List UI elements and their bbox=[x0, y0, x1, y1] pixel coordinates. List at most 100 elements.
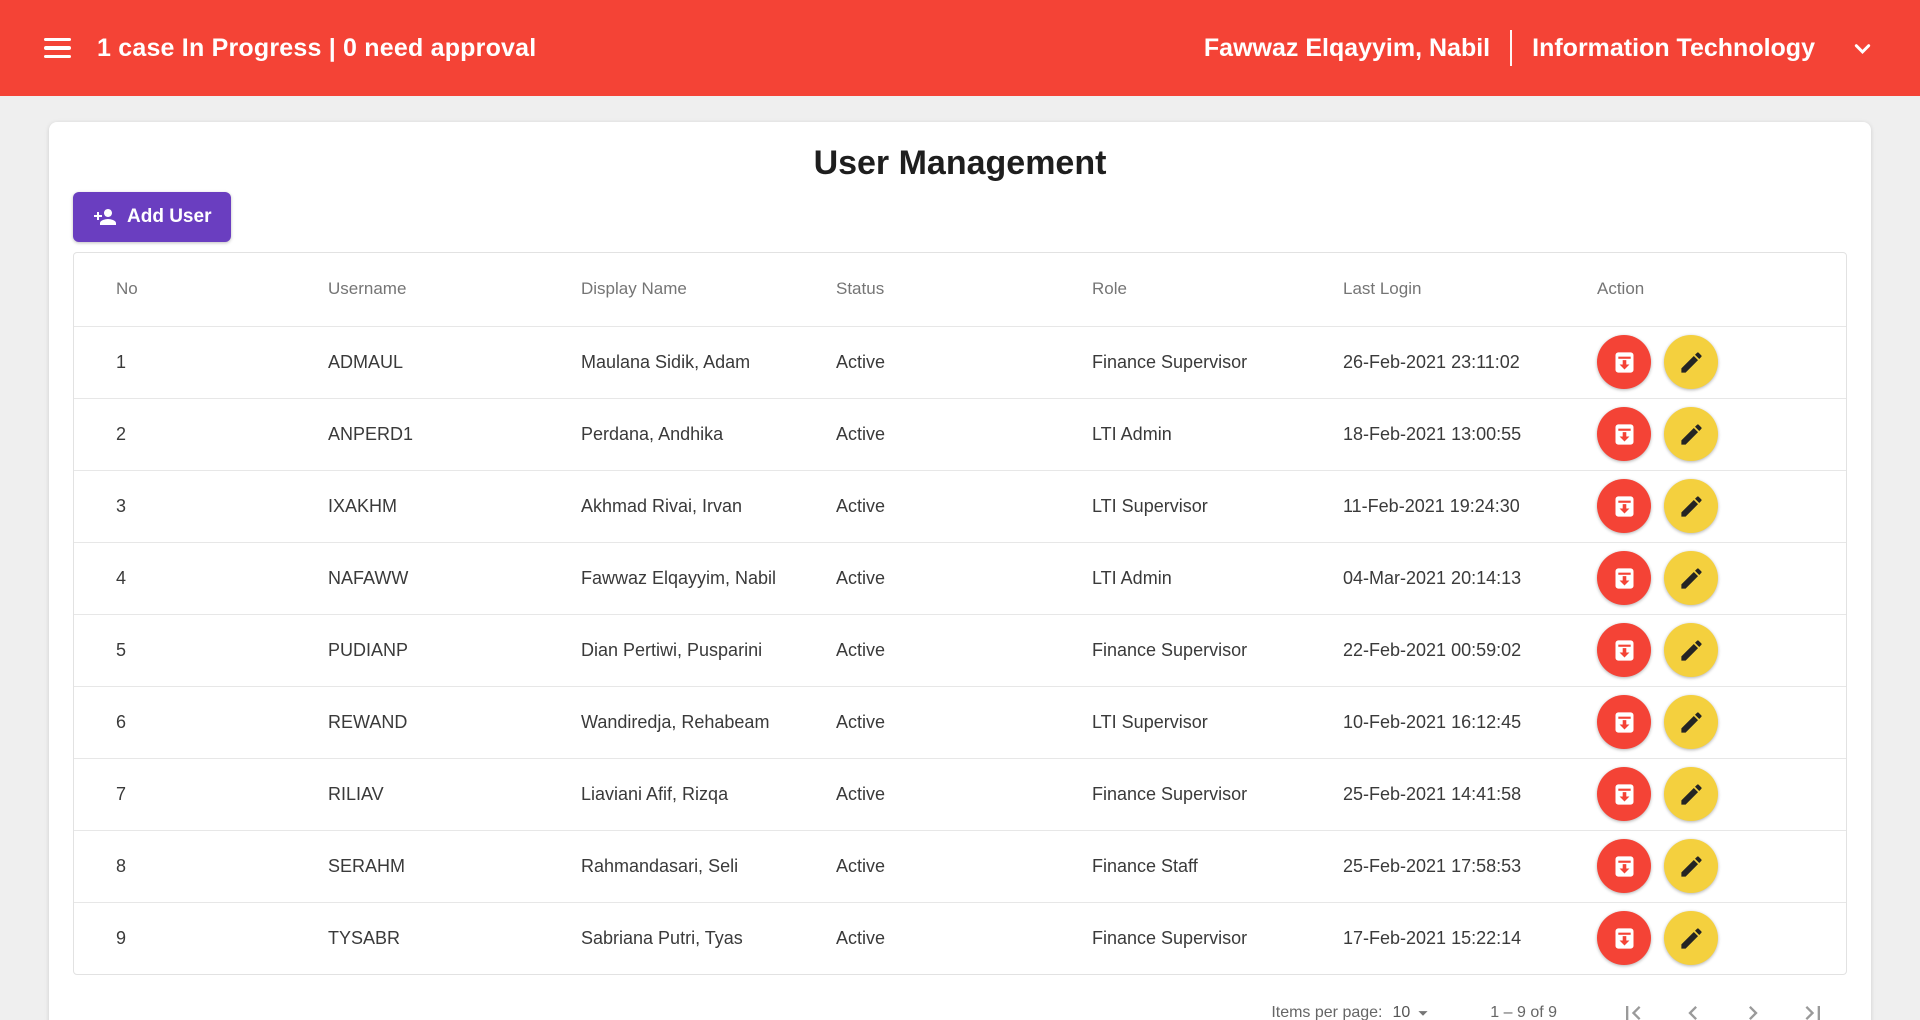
cell-username: ADMAUL bbox=[328, 325, 581, 398]
chevron-left-icon[interactable] bbox=[1679, 999, 1707, 1020]
table-row: 2 ANPERD1 Perdana, Andhika Active LTI Ad… bbox=[74, 397, 1846, 470]
pencil-icon bbox=[1678, 781, 1705, 808]
cell-display-name: Akhmad Rivai, Irvan bbox=[581, 469, 836, 542]
cell-no: 7 bbox=[74, 757, 328, 830]
edit-user-button[interactable] bbox=[1664, 407, 1718, 461]
cell-role: Finance Supervisor bbox=[1092, 325, 1343, 398]
cell-display-name: Liaviani Afif, Rizqa bbox=[581, 757, 836, 830]
cell-role: Finance Supervisor bbox=[1092, 613, 1343, 686]
user-table: No Username Display Name Status Role Las… bbox=[73, 252, 1847, 975]
table-row: 6 REWAND Wandiredja, Rehabeam Active LTI… bbox=[74, 685, 1846, 758]
archive-icon bbox=[1611, 709, 1638, 736]
cell-status: Active bbox=[836, 829, 1092, 902]
top-bar: 1 case In Progress | 0 need approval Faw… bbox=[0, 0, 1920, 96]
archive-user-button[interactable] bbox=[1597, 695, 1651, 749]
cell-username: PUDIANP bbox=[328, 613, 581, 686]
cell-role: Finance Supervisor bbox=[1092, 901, 1343, 974]
cell-last-login: 04-Mar-2021 20:14:13 bbox=[1343, 541, 1597, 614]
edit-user-button[interactable] bbox=[1664, 551, 1718, 605]
cell-display-name: Rahmandasari, Seli bbox=[581, 829, 836, 902]
menu-icon[interactable] bbox=[44, 37, 71, 59]
edit-user-button[interactable] bbox=[1664, 623, 1718, 677]
user-management-card: User Management Add User No Username Dis… bbox=[49, 122, 1871, 1020]
user-department: Information Technology bbox=[1532, 33, 1815, 62]
table-row: 9 TYSABR Sabriana Putri, Tyas Active Fin… bbox=[74, 901, 1846, 974]
cell-actions bbox=[1597, 397, 1846, 470]
archive-user-button[interactable] bbox=[1597, 839, 1651, 893]
person-add-icon bbox=[93, 205, 117, 229]
cell-display-name: Perdana, Andhika bbox=[581, 397, 836, 470]
archive-icon bbox=[1611, 637, 1638, 664]
column-header-username: Username bbox=[328, 279, 407, 299]
cell-status: Active bbox=[836, 325, 1092, 398]
cell-role: Finance Staff bbox=[1092, 829, 1343, 902]
first-page-icon[interactable] bbox=[1619, 999, 1647, 1020]
cell-no: 2 bbox=[74, 397, 328, 470]
cell-status: Active bbox=[836, 541, 1092, 614]
cell-last-login: 22-Feb-2021 00:59:02 bbox=[1343, 613, 1597, 686]
cell-no: 6 bbox=[74, 685, 328, 758]
cell-username: ANPERD1 bbox=[328, 397, 581, 470]
edit-user-button[interactable] bbox=[1664, 479, 1718, 533]
archive-user-button[interactable] bbox=[1597, 767, 1651, 821]
chevron-down-icon[interactable] bbox=[1849, 35, 1876, 62]
edit-user-button[interactable] bbox=[1664, 911, 1718, 966]
items-per-page-label: Items per page: bbox=[1271, 1004, 1383, 1020]
cell-role: Finance Supervisor bbox=[1092, 757, 1343, 830]
pencil-icon bbox=[1678, 709, 1705, 736]
cell-username: SERAHM bbox=[328, 829, 581, 902]
table-row: 7 RILIAV Liaviani Afif, Rizqa Active Fin… bbox=[74, 757, 1846, 830]
table-header: No Username Display Name Status Role Las… bbox=[74, 253, 1846, 326]
cell-actions bbox=[1597, 325, 1846, 398]
cell-username: REWAND bbox=[328, 685, 581, 758]
cell-last-login: 18-Feb-2021 13:00:55 bbox=[1343, 397, 1597, 470]
table-row: 3 IXAKHM Akhmad Rivai, Irvan Active LTI … bbox=[74, 469, 1846, 542]
pencil-icon bbox=[1678, 925, 1705, 952]
pencil-icon bbox=[1678, 565, 1705, 592]
cell-display-name: Fawwaz Elqayyim, Nabil bbox=[581, 541, 836, 614]
pencil-icon bbox=[1678, 421, 1705, 448]
last-page-icon[interactable] bbox=[1799, 999, 1827, 1020]
chevron-right-icon[interactable] bbox=[1739, 999, 1767, 1020]
column-header-display-name: Display Name bbox=[581, 279, 687, 299]
edit-user-button[interactable] bbox=[1664, 839, 1718, 893]
archive-icon bbox=[1611, 493, 1638, 520]
user-menu[interactable]: Fawwaz Elqayyim, Nabil Information Techn… bbox=[1204, 30, 1876, 66]
archive-user-button[interactable] bbox=[1597, 551, 1651, 605]
archive-icon bbox=[1611, 781, 1638, 808]
cell-last-login: 10-Feb-2021 16:12:45 bbox=[1343, 685, 1597, 758]
cell-no: 4 bbox=[74, 541, 328, 614]
edit-user-button[interactable] bbox=[1664, 767, 1718, 821]
page-title: User Management bbox=[813, 144, 1107, 182]
cell-role: LTI Supervisor bbox=[1092, 469, 1343, 542]
cell-role: LTI Supervisor bbox=[1092, 685, 1343, 758]
column-header-status: Status bbox=[836, 279, 885, 299]
cell-username: NAFAWW bbox=[328, 541, 581, 614]
cell-status: Active bbox=[836, 613, 1092, 686]
cell-role: LTI Admin bbox=[1092, 397, 1343, 470]
items-per-page-select[interactable]: 10 bbox=[1392, 1002, 1434, 1020]
archive-icon bbox=[1611, 349, 1638, 376]
archive-user-button[interactable] bbox=[1597, 623, 1651, 677]
topbar-left: 1 case In Progress | 0 need approval bbox=[44, 34, 536, 63]
cell-role: LTI Admin bbox=[1092, 541, 1343, 614]
cell-status: Active bbox=[836, 469, 1092, 542]
archive-user-button[interactable] bbox=[1597, 335, 1651, 389]
cell-status: Active bbox=[836, 397, 1092, 470]
pencil-icon bbox=[1678, 349, 1705, 376]
cell-username: TYSABR bbox=[328, 901, 581, 974]
pencil-icon bbox=[1678, 493, 1705, 520]
cell-last-login: 17-Feb-2021 15:22:14 bbox=[1343, 901, 1597, 974]
archive-icon bbox=[1611, 853, 1638, 880]
edit-user-button[interactable] bbox=[1664, 335, 1718, 389]
cell-last-login: 26-Feb-2021 23:11:02 bbox=[1343, 325, 1597, 398]
cell-actions bbox=[1597, 613, 1846, 686]
archive-user-button[interactable] bbox=[1597, 407, 1651, 461]
archive-icon bbox=[1611, 421, 1638, 448]
cell-actions bbox=[1597, 901, 1846, 974]
archive-user-button[interactable] bbox=[1597, 911, 1651, 966]
add-user-button[interactable]: Add User bbox=[73, 192, 232, 242]
archive-user-button[interactable] bbox=[1597, 479, 1651, 533]
edit-user-button[interactable] bbox=[1664, 695, 1718, 749]
cell-actions bbox=[1597, 469, 1846, 542]
